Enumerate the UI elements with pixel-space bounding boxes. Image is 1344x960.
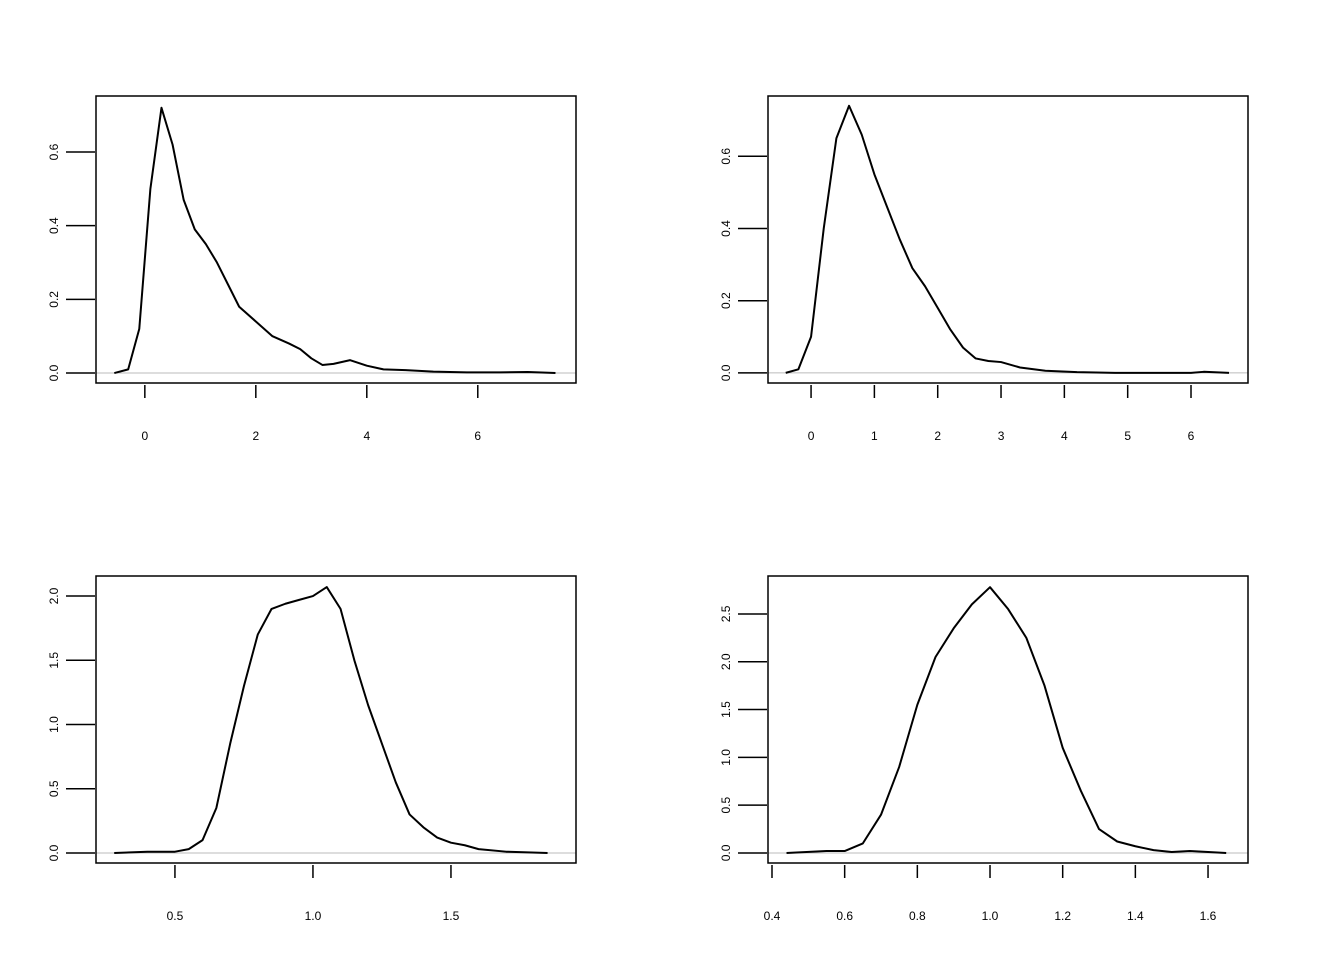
y-tick-label: 0.6 (719, 148, 733, 165)
x-tick-label: 0.8 (909, 909, 926, 923)
x-tick-label: 2 (252, 429, 259, 443)
x-tick-label: 0.4 (764, 909, 781, 923)
y-tick-label: 0.0 (719, 364, 733, 381)
y-tick-label: 1.0 (719, 749, 733, 766)
density-line (114, 586, 548, 854)
y-tick-label: 1.0 (47, 716, 61, 733)
plot-box (767, 95, 1249, 384)
x-tick-label: 0 (141, 429, 148, 443)
x-tick-label: 1.0 (305, 909, 322, 923)
x-tick-label: 4 (1061, 429, 1068, 443)
y-tick-label: 2.5 (719, 605, 733, 622)
y-tick-label: 0.4 (47, 217, 61, 234)
x-tick-label: 4 (363, 429, 370, 443)
x-tick-label: 1.5 (443, 909, 460, 923)
x-tick-label: 6 (474, 429, 481, 443)
x-tick-label: 2 (934, 429, 941, 443)
plot-box (95, 95, 577, 384)
x-tick-label: 3 (998, 429, 1005, 443)
x-tick-label: 0 (808, 429, 815, 443)
x-tick-label: 6 (1188, 429, 1195, 443)
x-tick-label: 5 (1124, 429, 1131, 443)
x-tick-label: 1.6 (1200, 909, 1217, 923)
x-tick-label: 1 (871, 429, 878, 443)
y-tick-label: 0.0 (47, 844, 61, 861)
y-tick-label: 0.5 (719, 796, 733, 813)
y-tick-label: 2.0 (47, 587, 61, 604)
x-tick-label: 0.5 (167, 909, 184, 923)
y-tick-label: 0.0 (719, 844, 733, 861)
plot-box (767, 575, 1249, 864)
y-tick-label: 0.0 (47, 364, 61, 381)
density-line (114, 106, 556, 375)
x-tick-label: 1.2 (1054, 909, 1071, 923)
x-tick-label: 1.0 (982, 909, 999, 923)
y-tick-label: 1.5 (719, 701, 733, 718)
y-tick-label: 0.6 (47, 143, 61, 160)
plot-box (95, 575, 577, 864)
y-tick-label: 1.5 (47, 652, 61, 669)
x-tick-label: 1.4 (1127, 909, 1144, 923)
y-tick-label: 0.2 (47, 291, 61, 308)
y-tick-label: 0.4 (719, 220, 733, 237)
density-line (785, 104, 1230, 374)
y-tick-label: 0.5 (47, 780, 61, 797)
x-tick-label: 0.6 (836, 909, 853, 923)
y-tick-label: 2.0 (719, 653, 733, 670)
y-tick-label: 0.2 (719, 292, 733, 309)
density-line (786, 586, 1227, 854)
